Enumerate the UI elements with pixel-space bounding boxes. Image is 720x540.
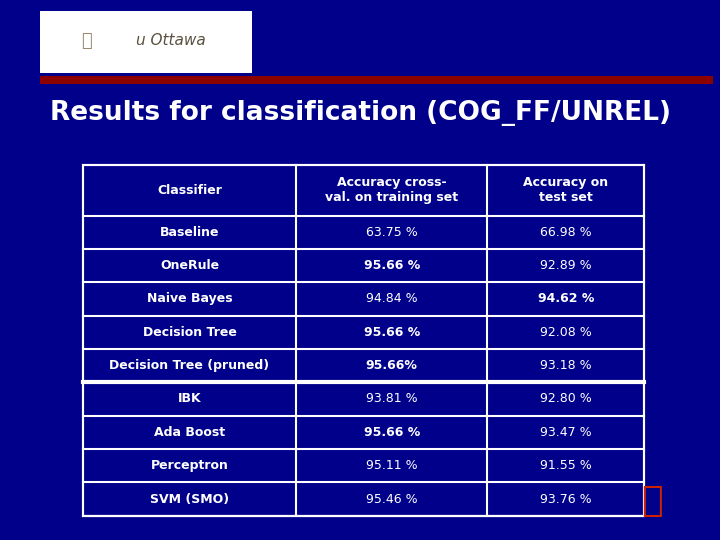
Text: 95.66 %: 95.66 % — [364, 426, 420, 439]
Bar — [40, 11, 252, 73]
Text: 92.80 %: 92.80 % — [540, 393, 592, 406]
Text: 95.11 %: 95.11 % — [366, 459, 418, 472]
Text: 92.89 %: 92.89 % — [540, 259, 592, 272]
Text: IBK: IBK — [178, 393, 202, 406]
Text: u Ottawa: u Ottawa — [136, 33, 206, 48]
Text: 93.81 %: 93.81 % — [366, 393, 418, 406]
Text: Accuracy on
test set: Accuracy on test set — [523, 176, 608, 204]
Text: Results for classification (COG_FF/UNREL): Results for classification (COG_FF/UNREL… — [50, 100, 670, 126]
Text: Naive Bayes: Naive Bayes — [147, 293, 233, 306]
Text: ⬛: ⬛ — [81, 32, 91, 50]
Text: 95.46 %: 95.46 % — [366, 492, 418, 505]
Text: Decision Tree (pruned): Decision Tree (pruned) — [109, 359, 269, 372]
Text: 94.62 %: 94.62 % — [538, 293, 594, 306]
Text: 95.66 %: 95.66 % — [364, 326, 420, 339]
Text: Accuracy cross-
val. on training set: Accuracy cross- val. on training set — [325, 176, 458, 204]
Text: Perceptron: Perceptron — [150, 459, 228, 472]
Text: Decision Tree: Decision Tree — [143, 326, 236, 339]
Text: 93.47 %: 93.47 % — [540, 426, 592, 439]
Text: 93.76 %: 93.76 % — [540, 492, 592, 505]
Text: SVM (SMO): SVM (SMO) — [150, 492, 229, 505]
Bar — [40, 76, 713, 84]
Text: 93.18 %: 93.18 % — [540, 359, 592, 372]
Text: Classifier: Classifier — [157, 184, 222, 197]
Text: 63.75 %: 63.75 % — [366, 226, 418, 239]
Text: 95.66 %: 95.66 % — [364, 259, 420, 272]
Text: 94.84 %: 94.84 % — [366, 293, 418, 306]
Text: 92.08 %: 92.08 % — [540, 326, 592, 339]
Text: Baseline: Baseline — [160, 226, 220, 239]
Text: OneRule: OneRule — [160, 259, 219, 272]
Text: 🍁: 🍁 — [641, 484, 662, 518]
Bar — [83, 165, 644, 516]
Text: Ada Boost: Ada Boost — [154, 426, 225, 439]
Text: 91.55 %: 91.55 % — [540, 459, 592, 472]
Text: 66.98 %: 66.98 % — [540, 226, 592, 239]
Text: 95.66%: 95.66% — [366, 359, 418, 372]
